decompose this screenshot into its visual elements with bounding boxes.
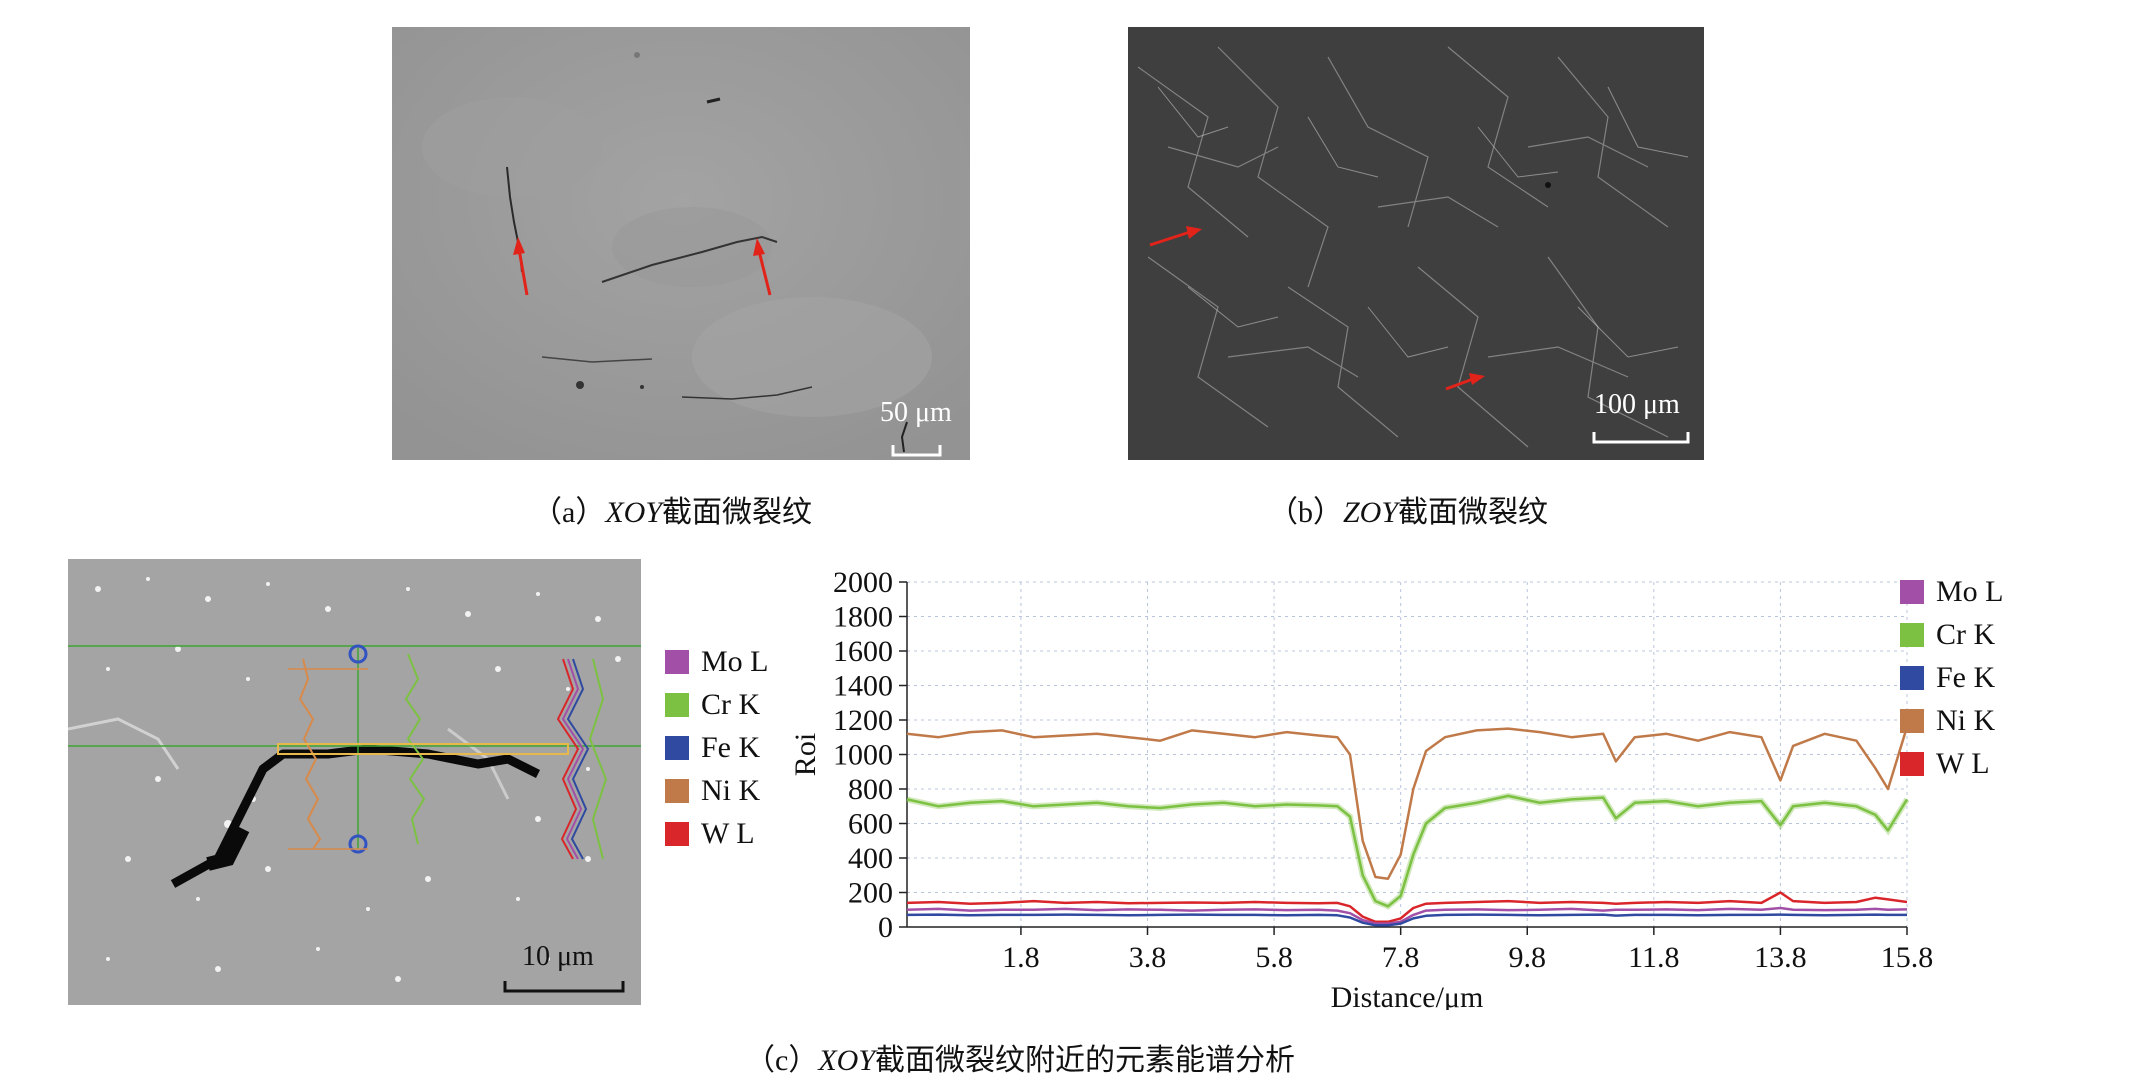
scalebar [503,981,625,993]
x-tick-label: 7.8 [1382,941,1420,974]
y-tick-label: 1400 [833,670,893,703]
x-tick-label: 5.8 [1255,941,1293,974]
x-tick-label: 13.8 [1754,941,1807,974]
legend-swatch [1900,709,1924,733]
panel-a-image: 50 μm [392,27,970,460]
crack-line [601,235,778,283]
scalebar [1592,432,1690,444]
crack-line [541,356,653,363]
legend-swatch [665,693,689,717]
legend-swatch [1900,580,1924,604]
chart-legend-item: Mo L [1900,575,2004,609]
y-tick-label: 1800 [833,601,893,634]
y-axis-label: Roi [789,733,822,776]
particle-dots [95,577,621,982]
series-line-mo-l [906,906,1908,925]
legend-swatch [665,736,689,760]
panel-b-texture [1128,27,1704,460]
legend-swatch [1900,623,1924,647]
y-tick-label: 200 [848,877,893,910]
x-tick-label: 3.8 [1129,941,1167,974]
scalebar [891,445,942,457]
legend-swatch [665,822,689,846]
legend-swatch [1900,752,1924,776]
y-tick-label: 400 [848,842,893,875]
scan-start-marker [348,644,368,664]
legend-item: Fe K [665,731,760,765]
legend-swatch [665,779,689,803]
legend-item: W L [665,817,755,851]
panel-a-texture [392,27,970,460]
y-tick-label: 2000 [833,566,893,599]
chart-legend-item: W L [1900,747,1990,781]
panel-c-image: 10 μm [68,559,641,1005]
panel-c-texture [68,559,641,1005]
x-tick-label: 11.8 [1628,941,1679,974]
chart-legend-item: Cr K [1900,618,1995,652]
red-arrow-icon [1445,373,1485,391]
series-line-w-l [906,891,1908,924]
chart-legend-item: Ni K [1900,704,1995,738]
x-tick-label: 1.8 [1002,941,1040,974]
panel-b-caption: （b）ZOY截面微裂纹 [1268,496,1549,529]
scalebar-label: 10 μm [522,941,594,972]
series-line-fe-k [906,913,1907,927]
y-tick-label: 0 [878,911,893,944]
panel-a-caption: （a）XOY截面微裂纹 [532,496,813,529]
series-line-glow [906,792,1910,910]
crack-line [900,421,908,453]
y-tick-label: 1200 [833,704,893,737]
legend-item: Ni K [665,774,760,808]
crack-line [706,97,721,104]
scan-end-marker [348,834,368,854]
legend-item: Cr K [665,688,760,722]
red-arrow-icon [1149,226,1202,247]
panel-b-image: 100 μm [1128,27,1704,460]
y-tick-label: 1600 [833,635,893,668]
x-tick-label: 9.8 [1509,941,1547,974]
scalebar-label: 50 μm [880,397,952,428]
y-tick-label: 1000 [833,739,893,772]
legend-swatch [1900,666,1924,690]
series-line-cr-k [906,794,1909,908]
chart-legend-item: Fe K [1900,661,1995,695]
x-axis-label: Distance/μm [1331,981,1484,1010]
panel-c-caption: （c）XOY截面微裂纹附近的元素能谱分析 [745,1044,1296,1077]
legend-swatch [665,650,689,674]
crack-line [681,386,813,400]
y-tick-label: 600 [848,808,893,841]
y-tick-label: 800 [848,773,893,806]
series-line-ni-k [906,726,1909,880]
scalebar-label: 100 μm [1594,389,1680,420]
legend-item: Mo L [665,645,769,679]
red-arrow-icon [753,238,772,296]
x-tick-label: 15.8 [1881,941,1934,974]
red-arrow-icon [513,237,529,296]
